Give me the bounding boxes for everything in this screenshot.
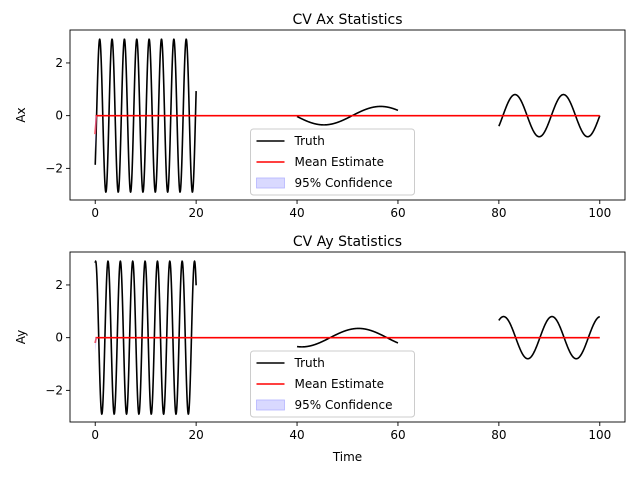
legend-box bbox=[250, 128, 415, 196]
axes-frame bbox=[69, 29, 626, 201]
x-axis-label: Time bbox=[332, 450, 362, 464]
series-truth-segment-1 bbox=[94, 260, 197, 416]
series-truth-segment-2 bbox=[296, 105, 399, 126]
y-tick-label: −2 bbox=[45, 161, 63, 175]
x-tick-label: 40 bbox=[289, 428, 304, 442]
x-tick-label: 80 bbox=[491, 428, 506, 442]
legend-label: Truth bbox=[294, 134, 325, 148]
legend-box bbox=[250, 350, 415, 418]
legend-swatch-confidence bbox=[256, 177, 285, 189]
x-tick-label: 20 bbox=[188, 206, 203, 220]
y-axis-label: Ay bbox=[14, 330, 28, 345]
legend: Truth Mean Estimate 95% Confidence bbox=[250, 350, 415, 418]
x-tick-label: 60 bbox=[390, 428, 405, 442]
x-tick-label: 0 bbox=[91, 206, 99, 220]
legend-label: 95% Confidence bbox=[295, 398, 393, 412]
chart-panel-1: CV Ax Statistics 0 20 40 60 80 100 −2 0 2 Ax Truth M… bbox=[14, 12, 626, 220]
legend: Truth Mean Estimate 95% Confidence bbox=[250, 128, 415, 196]
x-tick-label: 20 bbox=[188, 428, 203, 442]
series-mean-estimate bbox=[94, 336, 600, 344]
y-tick-label: 2 bbox=[55, 278, 63, 292]
chart-panel-2: CV Ay Statistics 0 20 40 60 80 100 −2 0 2 Ay Time Tr… bbox=[14, 234, 626, 464]
axes-frame bbox=[69, 251, 626, 423]
series-truth-segment-1 bbox=[94, 38, 197, 194]
plot-area bbox=[94, 260, 601, 416]
legend-label: Mean Estimate bbox=[295, 155, 385, 169]
plot-area bbox=[94, 38, 601, 194]
y-tick-label: 0 bbox=[55, 109, 63, 123]
x-tick-label: 60 bbox=[390, 206, 405, 220]
x-tick-label: 100 bbox=[588, 206, 611, 220]
legend-label: Truth bbox=[294, 356, 325, 370]
series-truth-segment-2 bbox=[296, 327, 399, 348]
series-truth-segment-3 bbox=[498, 93, 601, 138]
y-tick-label: −2 bbox=[45, 383, 63, 397]
x-tick-label: 40 bbox=[289, 206, 304, 220]
legend-swatch-confidence bbox=[256, 399, 285, 411]
chart-title: CV Ax Statistics bbox=[292, 12, 402, 28]
x-tick-label: 80 bbox=[491, 206, 506, 220]
x-tick-label: 100 bbox=[588, 428, 611, 442]
y-axis-label: Ax bbox=[14, 107, 28, 122]
legend-label: Mean Estimate bbox=[295, 377, 385, 391]
y-tick-label: 2 bbox=[55, 56, 63, 70]
legend-label: 95% Confidence bbox=[295, 176, 393, 190]
x-tick-label: 0 bbox=[91, 428, 99, 442]
chart-title: CV Ay Statistics bbox=[293, 234, 402, 250]
y-tick-label: 0 bbox=[55, 331, 63, 345]
